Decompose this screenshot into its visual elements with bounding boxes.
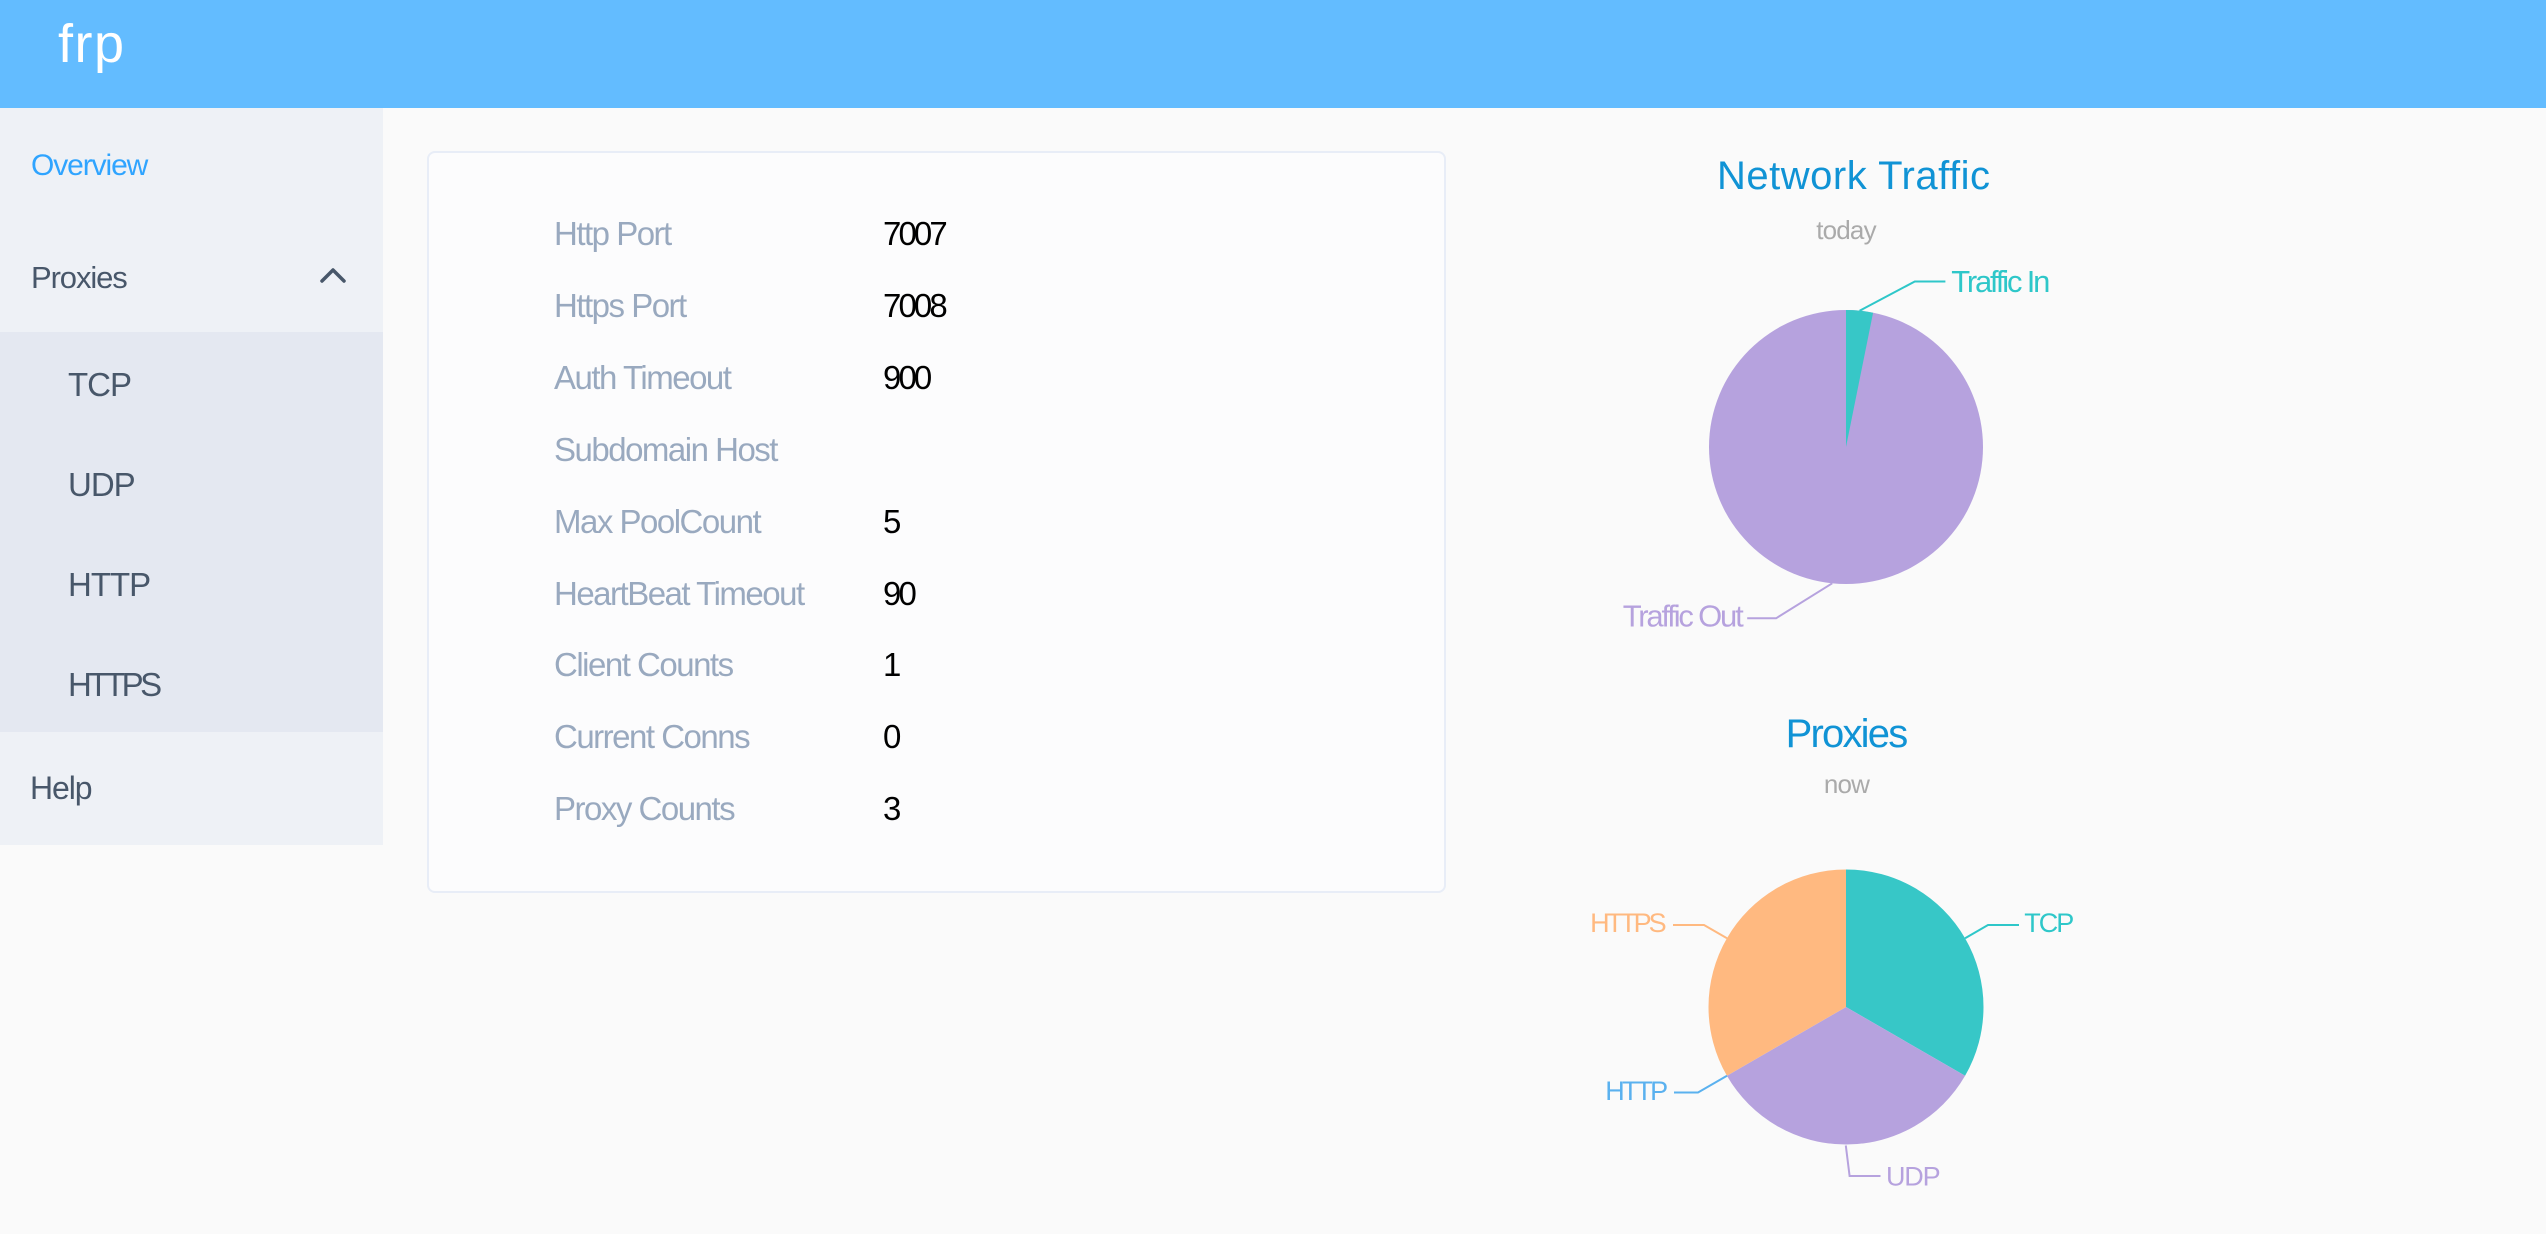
svg-text:HTTPS: HTTPS (1590, 908, 1665, 938)
svg-text:now: now (1824, 769, 1870, 799)
svg-text:Traffic In: Traffic In (1951, 264, 2049, 299)
svg-text:today: today (1816, 215, 1876, 245)
svg-text:UDP: UDP (1886, 1161, 1940, 1191)
svg-text:Proxies: Proxies (1786, 712, 1908, 756)
svg-text:HTTP: HTTP (1605, 1076, 1667, 1106)
svg-text:TCP: TCP (2024, 908, 2073, 938)
svg-text:Traffic Out: Traffic Out (1623, 599, 1744, 634)
svg-text:Network Traffic: Network Traffic (1717, 154, 1991, 198)
